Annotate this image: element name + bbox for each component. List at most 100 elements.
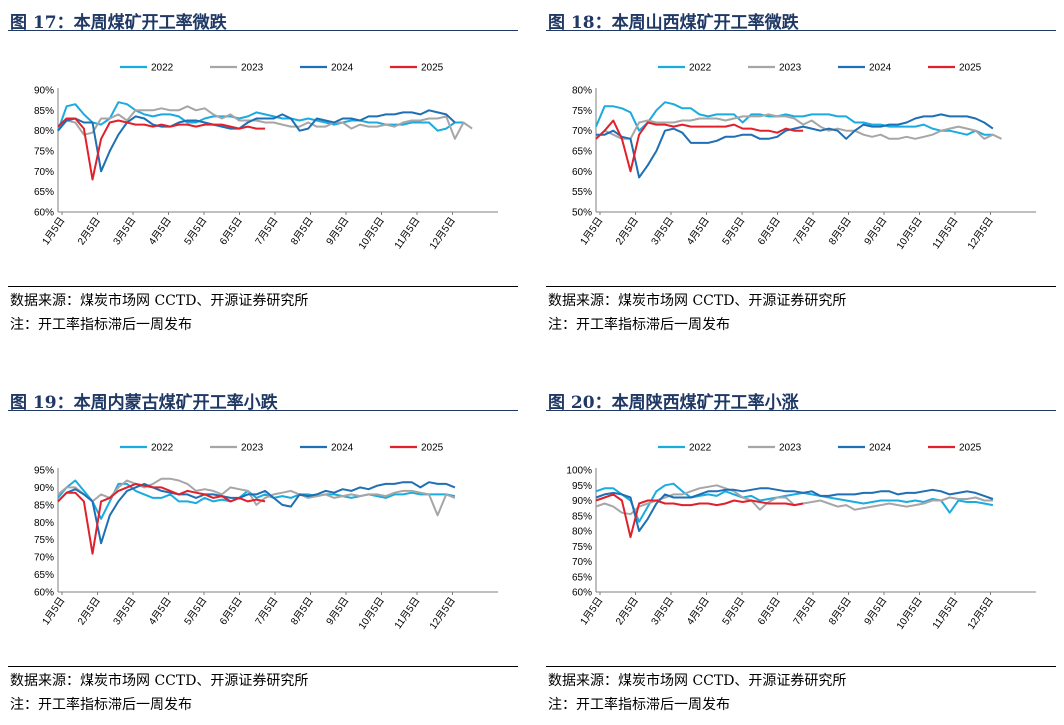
legend-item-2022: 2022 <box>120 63 174 74</box>
y-tick-label: 80% <box>34 126 54 137</box>
x-tick-label: 7月5日 <box>791 595 819 627</box>
title-rule <box>8 410 518 411</box>
x-tick-label: 6月5日 <box>755 595 783 627</box>
series-line-2022 <box>595 482 994 523</box>
x-tick-label: 8月5日 <box>288 595 316 627</box>
legend-label: 2024 <box>331 443 354 454</box>
series-line-2024 <box>595 487 994 532</box>
x-tick-label: 12月5日 <box>427 215 458 252</box>
y-tick-label: 90% <box>34 483 54 494</box>
note-text: 注：开工率指标滞后一周发布 <box>548 697 730 713</box>
legend-label: 2024 <box>869 63 892 74</box>
series-line-2025 <box>595 493 804 539</box>
y-tick-label: 100% <box>566 466 592 477</box>
x-tick-label: 12月5日 <box>427 595 458 632</box>
source-text: 数据来源：煤炭市场网 CCTD、开源证券研究所 <box>548 673 847 689</box>
x-tick-label: 9月5日 <box>324 215 352 247</box>
x-tick-label: 9月5日 <box>862 215 890 247</box>
legend-item-2024: 2024 <box>838 63 892 74</box>
y-tick-label: 65% <box>34 187 54 198</box>
x-tick-label: 8月5日 <box>288 215 316 247</box>
x-tick-label: 9月5日 <box>324 595 352 627</box>
series-line-2023 <box>57 477 456 517</box>
line-chart: 2022 2023 2024 2025 60% 65% 70% 75% 80% 85% 90% 95%… <box>34 443 498 632</box>
series-line-2025 <box>595 119 804 173</box>
x-tick-label: 4月5日 <box>146 595 174 627</box>
y-tick-label: 75% <box>34 147 54 158</box>
x-tick-label: 5月5日 <box>720 595 748 627</box>
x-tick-label: 12月5日 <box>965 595 996 632</box>
y-tick-label: 65% <box>34 570 54 581</box>
legend-label: 2025 <box>959 443 982 454</box>
x-tick-label: 2月5日 <box>75 595 103 627</box>
x-tick-label: 7月5日 <box>253 215 281 247</box>
x-tick-label: 10月5日 <box>356 215 387 252</box>
x-tick-label: 7月5日 <box>253 595 281 627</box>
legend-label: 2023 <box>779 443 802 454</box>
x-tick-label: 1月5日 <box>578 595 606 627</box>
y-tick-label: 50% <box>572 208 592 219</box>
y-tick-label: 75% <box>572 106 592 117</box>
y-tick-label: 65% <box>572 147 592 158</box>
x-tick-label: 3月5日 <box>649 595 677 627</box>
x-tick-label: 2月5日 <box>613 215 641 247</box>
y-tick-label: 55% <box>572 187 592 198</box>
legend-label: 2023 <box>779 63 802 74</box>
legend-label: 2022 <box>689 63 712 74</box>
legend-item-2025: 2025 <box>928 63 982 74</box>
y-tick-label: 70% <box>572 126 592 137</box>
x-tick-label: 10月5日 <box>894 595 925 632</box>
y-tick-label: 70% <box>572 557 592 568</box>
series-line-2022 <box>57 101 464 132</box>
line-chart: 2022 2023 2024 2025 60% 65% 70% 75% 80% 85% 90% 1月5… <box>34 63 498 252</box>
line-chart: 2022 2023 2024 2025 50% 55% 60% 65% 70% 75% 80% 1月5… <box>572 63 1036 252</box>
legend-item-2023: 2023 <box>210 63 264 74</box>
series-line-2023 <box>595 113 1002 140</box>
source-text: 数据来源：煤炭市场网 CCTD、开源证券研究所 <box>548 293 847 309</box>
y-tick-label: 60% <box>34 208 54 219</box>
x-tick-label: 8月5日 <box>826 595 854 627</box>
legend-label: 2025 <box>421 443 444 454</box>
series-line-2024 <box>57 109 456 173</box>
y-tick-label: 75% <box>34 535 54 546</box>
legend-label: 2022 <box>689 443 712 454</box>
x-tick-label: 1月5日 <box>40 595 68 627</box>
x-tick-label: 5月5日 <box>182 215 210 247</box>
legend-item-2022: 2022 <box>658 63 712 74</box>
source-text: 数据来源：煤炭市场网 CCTD、开源证券研究所 <box>10 293 309 309</box>
chart-panel-20: 图 20：本周陕西煤矿开工率小涨 2022 2023 2024 2025 60% 65% 7… <box>546 380 1056 725</box>
chart-title: 图 20：本周陕西煤矿开工率小涨 <box>548 393 799 413</box>
line-chart: 2022 2023 2024 2025 60% 65% 70% 75% 80% 85% 90% 95%… <box>566 443 1036 632</box>
series-line-2025 <box>57 117 266 181</box>
x-tick-label: 5月5日 <box>720 215 748 247</box>
y-tick-label: 95% <box>572 481 592 492</box>
chart-panel-17: 图 17：本周煤矿开工率微跌 2022 2023 2024 2025 60% 65% 70%… <box>8 0 518 345</box>
source-text: 数据来源：煤炭市场网 CCTD、开源证券研究所 <box>10 673 309 689</box>
title-rule <box>546 30 1056 31</box>
y-tick-label: 90% <box>34 86 54 97</box>
legend-item-2024: 2024 <box>300 63 354 74</box>
x-tick-label: 10月5日 <box>894 215 925 252</box>
legend-label: 2024 <box>869 443 892 454</box>
x-tick-label: 2月5日 <box>613 595 641 627</box>
x-tick-label: 7月5日 <box>791 215 819 247</box>
x-tick-label: 11月5日 <box>392 215 422 251</box>
y-tick-label: 85% <box>34 106 54 117</box>
x-tick-label: 11月5日 <box>930 595 960 631</box>
x-tick-label: 4月5日 <box>146 215 174 247</box>
series-line-2023 <box>57 105 473 140</box>
y-tick-label: 60% <box>572 167 592 178</box>
y-tick-label: 70% <box>34 167 54 178</box>
x-tick-label: 12月5日 <box>965 215 996 252</box>
chart-title: 图 18：本周山西煤矿开工率微跌 <box>548 13 799 33</box>
y-tick-label: 85% <box>34 500 54 511</box>
x-tick-label: 6月5日 <box>755 215 783 247</box>
y-tick-label: 60% <box>34 588 54 599</box>
legend-label: 2023 <box>241 443 264 454</box>
legend-label: 2024 <box>331 63 354 74</box>
x-tick-label: 10月5日 <box>356 595 387 632</box>
x-tick-label: 4月5日 <box>684 595 712 627</box>
y-tick-label: 75% <box>572 542 592 553</box>
chart-panel-18: 图 18：本周山西煤矿开工率微跌 2022 2023 2024 2025 50% 55% 6… <box>546 0 1056 345</box>
x-tick-label: 1月5日 <box>578 215 606 247</box>
